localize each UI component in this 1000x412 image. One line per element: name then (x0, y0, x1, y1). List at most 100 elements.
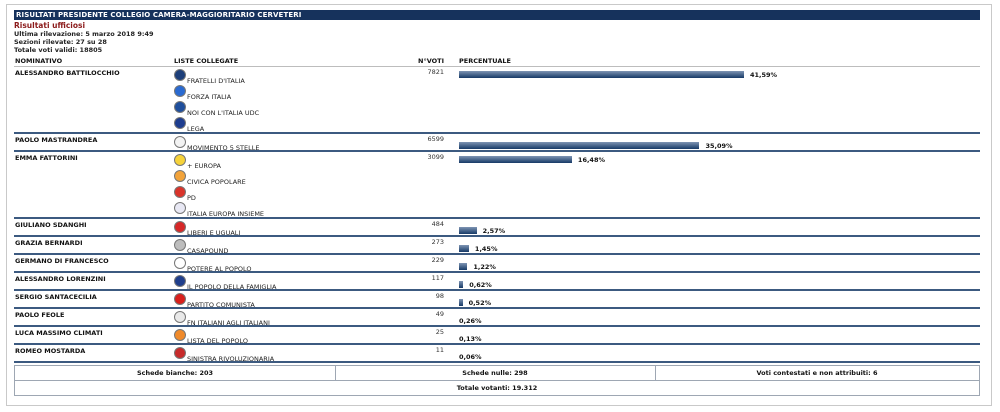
results-frame (6, 4, 992, 406)
list-label: LISTA DEL POPOLO (187, 337, 249, 345)
row-separator (14, 253, 980, 255)
null-ballots: Schede nulle: 298 (462, 369, 528, 377)
movimento-5-stelle-icon (174, 136, 186, 148)
candidate-name: GIULIANO SDANGHI (15, 221, 87, 229)
casapound-icon (174, 239, 186, 251)
column-header-lists: LISTE COLLEGATE (174, 57, 239, 65)
percent-label: 16,48% (577, 156, 605, 164)
noi-con-italia-icon (174, 101, 186, 113)
table-row: GRAZIA BERNARDI CASAPOUND 273 1,45% (14, 237, 980, 255)
list-label: CASAPOUND (187, 247, 229, 255)
vote-count: 3099 (427, 153, 444, 161)
percent-bar (459, 142, 700, 149)
candidate-name: GERMANO DI FRANCESCO (15, 257, 109, 265)
candidate-name: EMMA FATTORINI (15, 154, 78, 162)
page-title: RISULTATI PRESIDENTE COLLEGIO CAMERA-MAG… (14, 10, 980, 20)
italia-europa-insieme-icon (174, 202, 186, 214)
footer-divider (655, 366, 656, 380)
pd-icon (174, 186, 186, 198)
forza-italia-icon (174, 85, 186, 97)
table-row: EMMA FATTORINI + EUROPA CIVICA POPOLARE PD I… (14, 152, 980, 219)
vote-count: 273 (431, 238, 444, 246)
list-label: PARTITO COMUNISTA (187, 301, 255, 309)
percent-label: 1,22% (473, 263, 496, 271)
percent-label: 35,09% (705, 142, 733, 150)
table-row: SERGIO SANTACECILIA PARTITO COMUNISTA 98 0,… (14, 291, 980, 309)
percent-bar (459, 156, 572, 163)
vote-count: 117 (431, 274, 444, 282)
list-label: MOVIMENTO 5 STELLE (187, 144, 260, 152)
table-row: ALESSANDRO LORENZINI IL POPOLO DELLA FAMI… (14, 273, 980, 291)
candidate-name: SERGIO SANTACECILIA (15, 293, 97, 301)
table-row: PAOLO FEOLE FN ITALIANI AGLI ITALIANI 49 0,… (14, 309, 980, 327)
last-update: Ultima rilevazione: 5 marzo 2018 9:49 (14, 30, 154, 38)
percent-label: 0,52% (468, 299, 492, 307)
column-header-name: NOMINATIVO (15, 57, 63, 65)
table-row: GIULIANO SDANGHI LIBERI E UGUALI 484 2,57% (14, 219, 980, 237)
candidate-name: LUCA MASSIMO CLIMATI (15, 329, 103, 337)
percent-bar (459, 227, 477, 234)
civica-popolare-icon (174, 170, 186, 182)
percent-label: 0,13% (459, 335, 482, 343)
list-label: ITALIA EUROPA INSIEME (187, 210, 265, 218)
fratelli-italia-icon (174, 69, 186, 81)
row-separator (14, 325, 980, 327)
list-label: POTERE AL POPOLO (187, 265, 252, 273)
table-row: PAOLO MASTRANDREA MOVIMENTO 5 STELLE 6599 3… (14, 134, 980, 152)
list-label: NOI CON L'ITALIA UDC (187, 109, 260, 117)
total-valid-votes: Totale voti validi: 18805 (14, 46, 103, 54)
percent-bar (459, 281, 464, 288)
vote-count: 49 (435, 310, 444, 318)
total-voters: Totale votanti: 19.312 (14, 381, 980, 396)
percent-bar (459, 71, 744, 78)
percent-bar (459, 263, 468, 270)
list-label: CIVICA POPOLARE (187, 178, 246, 186)
row-separator (14, 217, 980, 219)
candidate-name: PAOLO MASTRANDREA (15, 136, 98, 144)
row-separator (14, 150, 980, 152)
candidate-name: GRAZIA BERNARDI (15, 239, 83, 247)
lega-icon (174, 117, 186, 129)
lista-del-popolo-icon (174, 329, 186, 341)
table-header: NOMINATIVO LISTE COLLEGATE N°VOTI PERCEN… (14, 56, 980, 67)
candidate-name: ROMEO MOSTARDA (15, 347, 86, 355)
vote-count: 7821 (427, 68, 444, 76)
candidate-name: PAOLO FEOLE (15, 311, 65, 319)
percent-label: 1,45% (474, 245, 498, 253)
results-table: ALESSANDRO BATTILOCCHIO FRATELLI D'ITALIA… (14, 67, 980, 363)
sections-count: Sezioni rilevate: 27 su 28 (14, 38, 107, 46)
candidate-name: ALESSANDRO LORENZINI (15, 275, 106, 283)
vote-count: 11 (435, 346, 444, 354)
column-header-percent: PERCENTUALE (459, 57, 511, 65)
liberi-uguali-icon (174, 221, 186, 233)
official-status: Risultati ufficiosi (14, 21, 86, 30)
percent-label: 0,26% (459, 317, 482, 325)
info-block: Risultati ufficiosi Ultima rilevazione: … (14, 21, 980, 54)
list-label: LIBERI E UGUALI (187, 229, 241, 237)
sinistra-rivoluzionaria-icon (174, 347, 186, 359)
list-label: FORZA ITALIA (187, 93, 232, 101)
percent-label: 2,57% (482, 227, 506, 235)
popolo-famiglia-icon (174, 275, 186, 287)
vote-count: 229 (431, 256, 444, 264)
candidate-name: ALESSANDRO BATTILOCCHIO (15, 69, 120, 77)
list-label: IL POPOLO DELLA FAMIGLIA (187, 283, 277, 291)
results-panel: RISULTATI PRESIDENTE COLLEGIO CAMERA-MAG… (14, 10, 980, 396)
piu-europa-icon (174, 154, 186, 166)
row-separator (14, 271, 980, 273)
table-row: ALESSANDRO BATTILOCCHIO FRATELLI D'ITALIA… (14, 67, 980, 134)
row-separator (14, 235, 980, 237)
list-label: SINISTRA RIVOLUZIONARIA (187, 355, 275, 363)
percent-label: 0,06% (459, 353, 482, 361)
list-label: LEGA (187, 125, 205, 133)
row-separator (14, 343, 980, 345)
list-label: PD (187, 194, 196, 202)
table-row: ROMEO MOSTARDA SINISTRA RIVOLUZIONARIA 11 0… (14, 345, 980, 363)
percent-bar (459, 299, 463, 306)
potere-al-popolo-icon (174, 257, 186, 269)
percent-label: 0,62% (469, 281, 492, 289)
footer-summary: Schede bianche: 203 Schede nulle: 298 Vo… (14, 365, 980, 381)
partito-comunista-icon (174, 293, 186, 305)
table-row: LUCA MASSIMO CLIMATI LISTA DEL POPOLO 25 0,… (14, 327, 980, 345)
table-row: GERMANO DI FRANCESCO POTERE AL POPOLO 229 1… (14, 255, 980, 273)
